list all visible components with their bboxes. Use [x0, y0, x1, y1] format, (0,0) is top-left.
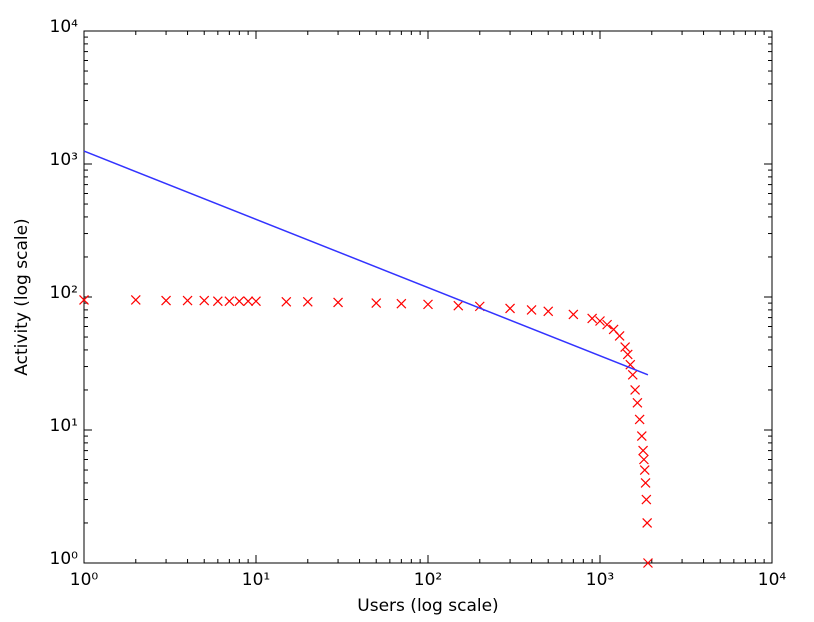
data-point	[281, 296, 292, 307]
marker-stroke	[302, 296, 313, 307]
data-point	[333, 297, 343, 308]
data-point	[620, 342, 631, 353]
marker-stroke	[639, 465, 650, 475]
data-point	[526, 304, 537, 315]
data-point	[130, 295, 141, 305]
marker-stroke	[595, 316, 605, 326]
data-point	[602, 319, 613, 330]
marker-stroke	[453, 300, 464, 311]
data-point	[371, 298, 382, 309]
marker-stroke	[602, 319, 613, 330]
marker-stroke	[243, 296, 254, 307]
y-tick-label: 10⁴	[50, 17, 79, 37]
data-point	[638, 454, 649, 465]
marker-stroke	[625, 359, 636, 370]
marker-stroke	[641, 494, 652, 505]
data-point	[79, 295, 89, 305]
marker-stroke	[608, 324, 619, 335]
marker-stroke	[638, 454, 649, 465]
marker-stroke	[636, 431, 647, 442]
plot-frame	[83, 30, 773, 564]
data-point	[251, 296, 261, 307]
marker-stroke	[568, 309, 579, 320]
data-point	[642, 518, 653, 528]
data-point	[243, 296, 254, 307]
marker-stroke	[199, 295, 210, 306]
y-tick-label: 10¹	[50, 416, 78, 436]
y-tick-label: 10²	[50, 283, 78, 303]
data-point	[614, 330, 625, 341]
marker-stroke	[627, 369, 638, 380]
marker-stroke	[634, 414, 645, 425]
marker-stroke	[543, 306, 554, 317]
data-point	[587, 313, 598, 324]
x-tick-label: 10⁰	[70, 570, 99, 590]
data-point	[595, 316, 605, 326]
marker-stroke	[212, 296, 223, 307]
data-point	[453, 300, 464, 311]
marker-stroke	[234, 296, 245, 307]
y-axis-label: Activity (log scale)	[12, 218, 32, 375]
y-tick-label: 10⁰	[50, 549, 79, 569]
data-point	[182, 295, 193, 306]
marker-stroke	[630, 385, 641, 395]
x-tick-label: 10⁴	[758, 570, 787, 590]
data-point	[639, 465, 650, 475]
marker-stroke	[587, 313, 598, 324]
x-axis-label: Users (log scale)	[357, 596, 498, 616]
marker-stroke	[643, 558, 653, 568]
x-tick-label: 10³	[586, 570, 614, 590]
marker-stroke	[251, 296, 261, 307]
data-point	[199, 295, 210, 306]
data-point	[224, 296, 235, 307]
marker-stroke	[638, 445, 648, 456]
marker-stroke	[161, 295, 171, 306]
y-tick-label: 10³	[50, 150, 78, 170]
data-point	[636, 431, 647, 442]
data-point	[543, 306, 554, 317]
marker-stroke	[224, 296, 235, 307]
marker-stroke	[474, 301, 485, 312]
marker-stroke	[614, 330, 625, 341]
x-tick-label: 10¹	[242, 570, 270, 590]
data-point	[622, 349, 633, 360]
data-point	[638, 445, 648, 456]
data-point	[234, 296, 245, 307]
data-point	[625, 359, 636, 370]
data-point	[505, 303, 515, 314]
data-point	[161, 295, 171, 306]
marker-stroke	[130, 295, 141, 305]
data-point	[423, 299, 433, 310]
marker-stroke	[505, 303, 515, 314]
marker-stroke	[333, 297, 343, 308]
marker-stroke	[640, 478, 651, 488]
marker-stroke	[620, 342, 631, 353]
data-point	[302, 296, 313, 307]
data-point	[632, 397, 643, 408]
marker-stroke	[632, 397, 643, 408]
marker-stroke	[79, 295, 89, 305]
data-point	[630, 385, 641, 395]
data-point	[212, 296, 223, 307]
marker-stroke	[622, 349, 633, 360]
data-point	[396, 298, 407, 309]
marker-stroke	[642, 518, 653, 528]
marker-stroke	[423, 299, 433, 310]
data-point	[643, 558, 653, 568]
data-point	[568, 309, 579, 320]
data-point	[640, 478, 651, 488]
fit-line	[83, 150, 649, 376]
data-point	[641, 494, 652, 505]
data-point	[634, 414, 645, 425]
marker-stroke	[281, 296, 292, 307]
marker-stroke	[182, 295, 193, 306]
data-point	[627, 369, 638, 380]
x-tick-label: 10²	[414, 570, 442, 590]
marker-stroke	[526, 304, 537, 315]
marker-stroke	[371, 298, 382, 309]
marker-stroke	[396, 298, 407, 309]
